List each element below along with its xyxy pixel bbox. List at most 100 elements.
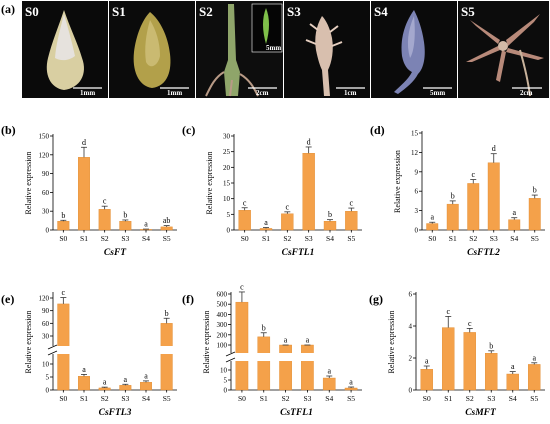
- x-tick-label-e-3: S3: [121, 394, 129, 403]
- significance-letter-c-S1: a: [264, 218, 268, 227]
- significance-letter-b-S4: a: [144, 220, 148, 229]
- figure-label-a: (a): [1, 2, 15, 16]
- gene-name-d: CsFTL2: [467, 248, 500, 258]
- panel-label-e: (e): [1, 292, 14, 306]
- y-axis-label-c: Relative expression: [205, 152, 214, 215]
- x-tick-label-g-1: S1: [444, 394, 452, 403]
- y-tick-label-f-6: 400: [217, 311, 228, 319]
- inflorescence-s3-buds: [305, 23, 343, 47]
- significance-letter-d-S3: d: [492, 144, 496, 153]
- axis-break-gap-e: [47, 346, 179, 354]
- panel-label-c: (c): [182, 123, 195, 137]
- bar-g-S1: [442, 327, 455, 391]
- y-axis-label-f: Relative expression: [202, 311, 211, 374]
- bar-f-S0: [235, 301, 249, 391]
- significance-letter-g-S2: c: [468, 319, 472, 328]
- bar-f-S4: [322, 377, 336, 391]
- y-tick-label-e-5: 90: [42, 307, 50, 315]
- axis-break-mark-upper-e: [47, 344, 58, 350]
- y-tick-label-f-1: 5: [224, 377, 228, 385]
- significance-letter-b-S5: ab: [163, 216, 171, 225]
- significance-letter-c-S3: d: [307, 137, 311, 146]
- y-tick-label-c-2: 10: [223, 195, 231, 203]
- y-tick-label-b-0: 0: [46, 227, 50, 235]
- panel-label-b: (b): [1, 123, 16, 137]
- bar-d-S5: [528, 198, 541, 231]
- significance-letter-e-S2: a: [103, 378, 107, 387]
- y-axis-label-b: Relative expression: [24, 152, 33, 215]
- y-axis-label-d: Relative expression: [393, 150, 402, 213]
- x-tick-label-g-4: S4: [509, 394, 517, 403]
- bar-e-S1: [78, 376, 90, 391]
- bar-c-S2: [281, 213, 294, 231]
- photo-s2-label: S2: [199, 4, 213, 19]
- axis-break-mark-upper-f: [225, 351, 236, 357]
- bar-f-S3: [301, 344, 314, 391]
- x-tick-label-b-1: S1: [80, 234, 88, 243]
- chart-panel-c: (c) 0 5 10 15 20 25 30 Relative expression c S0 a S1…: [182, 123, 362, 258]
- significance-letter-e-S3: a: [124, 375, 128, 384]
- photo-s2-scale-label: 2cm: [256, 89, 269, 97]
- bar-c-S1: [259, 228, 273, 231]
- y-tick-label-b-5: 150: [39, 133, 50, 141]
- bar-d-S4: [508, 219, 521, 231]
- x-tick-label-b-4: S4: [142, 234, 150, 243]
- bar-g-S2: [463, 332, 476, 391]
- photo-s4-scale-label: 5mm: [430, 89, 445, 97]
- significance-letter-e-S4: a: [144, 371, 148, 380]
- significance-letter-b-S2: c: [103, 197, 107, 206]
- bar-g-S3: [485, 353, 498, 391]
- y-tick-label-f-2: 10: [220, 367, 228, 375]
- x-tick-label-g-5: S5: [530, 394, 538, 403]
- bar-b-S1: [78, 157, 90, 231]
- photo-s4-label: S4: [374, 4, 388, 19]
- significance-letter-f-S5: a: [349, 378, 353, 387]
- y-tick-label-f-5: 300: [217, 321, 228, 329]
- bud-s0-highlight: [55, 14, 75, 61]
- y-tick-label-d-3: 9: [415, 168, 419, 176]
- x-tick-label-d-3: S3: [490, 234, 498, 243]
- bar-c-S3: [302, 153, 315, 231]
- bar-d-S3: [487, 162, 500, 231]
- bar-g-S0: [420, 369, 433, 391]
- significance-letter-g-S3: b: [489, 341, 493, 350]
- x-tick-label-d-0: S0: [428, 234, 436, 243]
- axis-break-mark-lower-e: [47, 350, 58, 356]
- x-tick-label-d-5: S5: [531, 234, 539, 243]
- y-tick-label-f-7: 500: [217, 301, 228, 309]
- panel-label-g: (g): [369, 292, 383, 306]
- x-tick-label-f-2: S2: [282, 394, 290, 403]
- significance-letter-f-S0: c: [240, 282, 244, 291]
- photo-s3-label: S3: [287, 4, 301, 19]
- flower-s5-petals: [466, 14, 544, 82]
- photo-s3-scale-label: 1cm: [344, 89, 357, 97]
- bar-d-S0: [426, 223, 439, 231]
- y-tick-label-d-1: 3: [415, 207, 419, 215]
- y-tick-label-e-4: 60: [42, 320, 50, 328]
- significance-letter-e-S1: a: [82, 365, 86, 374]
- bar-b-S2: [98, 209, 111, 231]
- y-tick-label-c-4: 20: [223, 164, 231, 172]
- x-tick-label-f-3: S3: [303, 394, 311, 403]
- x-tick-label-b-0: S0: [59, 234, 67, 243]
- gene-name-b: CsFT: [104, 248, 127, 258]
- photo-s5: S5 2cm: [458, 1, 549, 98]
- x-tick-label-c-5: S5: [347, 234, 355, 243]
- y-tick-label-c-3: 15: [223, 180, 231, 188]
- significance-letter-b-S1: d: [82, 138, 86, 147]
- photo-s0-scale-label: 1mm: [80, 89, 95, 97]
- significance-letter-g-S5: a: [532, 353, 536, 362]
- y-tick-label-c-1: 5: [227, 211, 231, 219]
- x-tick-label-e-2: S2: [101, 394, 109, 403]
- y-tick-label-b-4: 120: [39, 151, 50, 159]
- photo-s2-inset-scale-label: 5mm: [266, 44, 281, 52]
- y-tick-label-f-8: 600: [217, 291, 228, 299]
- bud-s4-highlight: [407, 16, 415, 58]
- y-tick-label-c-6: 30: [223, 133, 231, 141]
- significance-letter-f-S2: a: [284, 336, 288, 345]
- significance-letter-d-S4: a: [512, 208, 516, 217]
- photo-s3: S3 1cm: [284, 1, 370, 98]
- x-tick-label-c-3: S3: [305, 234, 313, 243]
- bar-e-S4: [140, 382, 152, 391]
